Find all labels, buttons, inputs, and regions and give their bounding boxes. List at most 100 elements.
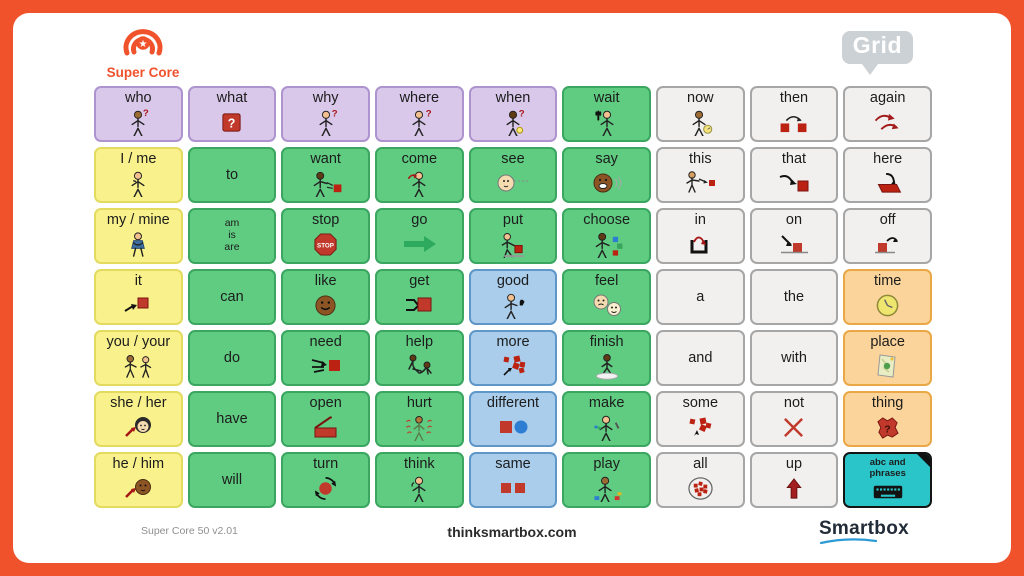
cell-same[interactable]: same — [468, 452, 558, 508]
cell-on[interactable]: on — [749, 208, 839, 264]
cell-label: with — [781, 349, 807, 366]
feel-faces-icon — [591, 287, 623, 323]
svg-text:?: ? — [331, 109, 337, 120]
cell-say[interactable]: say — [562, 147, 651, 203]
cell-all[interactable]: all — [655, 452, 745, 508]
help-people-icon — [403, 348, 435, 384]
cell-make[interactable]: make — [562, 391, 651, 447]
version-text: Super Core 50 v2.01 — [141, 525, 238, 537]
cell-up[interactable]: up — [749, 452, 839, 508]
cell-place[interactable]: place — [843, 330, 932, 386]
cell-label: when — [495, 90, 531, 106]
my-hug-person-icon — [124, 226, 152, 262]
cell-like[interactable]: like — [281, 269, 370, 325]
cell-the[interactable]: the — [749, 269, 839, 325]
cell-label: on — [785, 212, 803, 228]
get-grab-square-icon — [404, 287, 434, 323]
cell-play[interactable]: play — [562, 452, 651, 508]
more-squares-icon — [498, 348, 528, 384]
cell-different[interactable]: different — [468, 391, 558, 447]
cell-label: good — [496, 273, 530, 289]
cell-can[interactable]: can — [187, 269, 277, 325]
cell-my-mine[interactable]: my / mine — [94, 208, 183, 264]
when-person-icon: ? — [499, 104, 527, 140]
cell-who[interactable]: who? — [94, 86, 183, 142]
cell-to[interactable]: to — [187, 147, 277, 203]
cell-label: say — [595, 151, 618, 167]
cell-now[interactable]: now — [655, 86, 745, 142]
cell-go[interactable]: go — [374, 208, 464, 264]
cell-then[interactable]: then — [749, 86, 839, 142]
cell-and[interactable]: and — [655, 330, 745, 386]
cell-want[interactable]: want — [281, 147, 370, 203]
cell-open[interactable]: open — [281, 391, 370, 447]
cell-wait[interactable]: wait — [562, 86, 651, 142]
cell-with[interactable]: with — [749, 330, 839, 386]
cell-label: more — [496, 334, 530, 350]
cell-help[interactable]: help — [374, 330, 464, 386]
cell-hurt[interactable]: hurt — [374, 391, 464, 447]
cell-a[interactable]: a — [655, 269, 745, 325]
svg-text:?: ? — [884, 423, 890, 435]
cell-turn[interactable]: turn — [281, 452, 370, 508]
keyboard-icon — [871, 477, 905, 506]
cell-label: what — [216, 90, 248, 106]
cell-she-her[interactable]: she / her — [94, 391, 183, 447]
cell-in[interactable]: in — [655, 208, 745, 264]
svg-text:?: ? — [426, 109, 432, 120]
cell-put[interactable]: put — [468, 208, 558, 264]
cell-have[interactable]: have — [187, 391, 277, 447]
cell-label: wait — [593, 90, 620, 106]
super-core-arcs-star-icon: ★ — [123, 29, 163, 56]
super-core-logo: ★ Super Core — [95, 19, 191, 80]
like-smiley-face-icon — [314, 287, 337, 323]
cell-choose[interactable]: choose — [562, 208, 651, 264]
page-card: ★ Super Core Grid who? what? why? where? whe… — [13, 13, 1011, 563]
cell-some[interactable]: some — [655, 391, 745, 447]
cell-not[interactable]: not — [749, 391, 839, 447]
cell-i-me[interactable]: I / me — [94, 147, 183, 203]
cell-see[interactable]: see — [468, 147, 558, 203]
cell-label: will — [221, 471, 243, 488]
cell-finish[interactable]: finish — [562, 330, 651, 386]
up-arrow-icon — [785, 470, 803, 506]
cell-good[interactable]: good — [468, 269, 558, 325]
cell-again[interactable]: again — [843, 86, 932, 142]
cell-this[interactable]: this — [655, 147, 745, 203]
cell-label: finish — [589, 334, 624, 350]
cell-off[interactable]: off — [843, 208, 932, 264]
cell-thing[interactable]: thing? — [843, 391, 932, 447]
cell-think[interactable]: think — [374, 452, 464, 508]
think-person-icon — [405, 470, 433, 506]
cell-abc-and-phrases[interactable]: abc and phrases — [843, 452, 932, 508]
cell-need[interactable]: need — [281, 330, 370, 386]
cell-do[interactable]: do — [187, 330, 277, 386]
some-squares-cursor-icon — [686, 409, 714, 445]
cell-label: it — [134, 273, 142, 289]
svg-text:?: ? — [228, 116, 236, 130]
cell-why[interactable]: why? — [281, 86, 370, 142]
cell-it[interactable]: it — [94, 269, 183, 325]
cell-here[interactable]: here — [843, 147, 932, 203]
cell-label: choose — [583, 212, 631, 228]
you-two-people-icon — [120, 348, 156, 384]
cell-when[interactable]: when? — [468, 86, 558, 142]
cell-he-him[interactable]: he / him — [94, 452, 183, 508]
thing-blob-icon: ? — [875, 409, 900, 445]
cell-will[interactable]: will — [187, 452, 277, 508]
finish-person-mat-icon — [592, 348, 622, 384]
cell-where[interactable]: where? — [374, 86, 464, 142]
cell-time[interactable]: time — [843, 269, 932, 325]
cell-get[interactable]: get — [374, 269, 464, 325]
cell-what[interactable]: what? — [187, 86, 277, 142]
cell-that[interactable]: that — [749, 147, 839, 203]
svg-text:?: ? — [143, 109, 149, 119]
cell-feel[interactable]: feel — [562, 269, 651, 325]
svg-text:★: ★ — [139, 39, 148, 50]
cell-more[interactable]: more — [468, 330, 558, 386]
cell-come[interactable]: come — [374, 147, 464, 203]
grid-logo-text: Grid — [852, 32, 902, 58]
cell-am-is-are[interactable]: am is are — [187, 208, 277, 264]
cell-you-your[interactable]: you / your — [94, 330, 183, 386]
cell-stop[interactable]: stop STOP — [281, 208, 370, 264]
